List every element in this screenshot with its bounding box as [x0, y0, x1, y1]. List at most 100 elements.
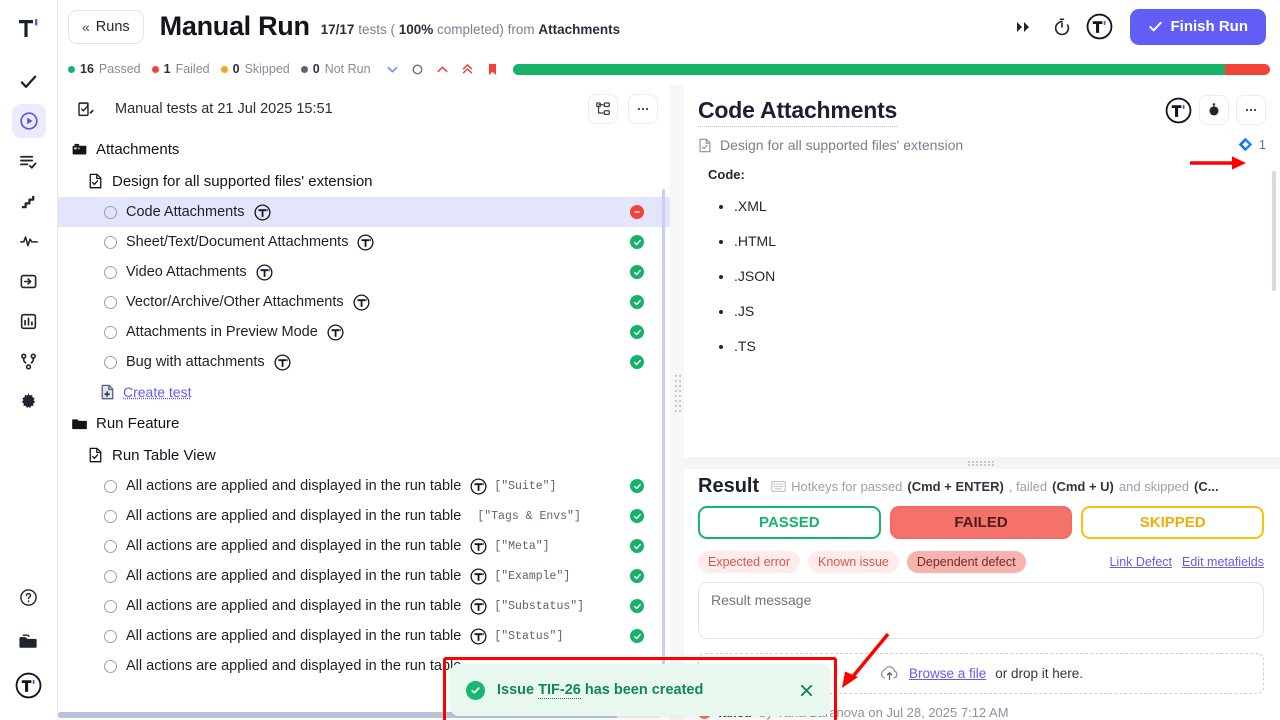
tree-test-row[interactable]: Vector/Archive/Other Attachments: [58, 287, 670, 317]
run-header: « Runs Manual Run 17/17 tests ( 100% com…: [58, 0, 1280, 53]
radio-circle-icon[interactable]: [104, 540, 117, 553]
set-skipped-button[interactable]: SKIPPED: [1081, 506, 1264, 539]
radio-circle-icon[interactable]: [104, 356, 117, 369]
radio-circle-icon[interactable]: [104, 510, 117, 523]
tree-scroll-area[interactable]: Attachments Design for all supported fil…: [58, 133, 670, 720]
tree-test-row[interactable]: All actions are applied and displayed in…: [58, 591, 670, 621]
link-defect-link[interactable]: Link Defect: [1109, 555, 1172, 569]
finish-run-button[interactable]: Finish Run: [1130, 9, 1267, 45]
toast-issue-key[interactable]: TIF-26: [538, 682, 581, 699]
content-body: Manual tests at 21 Jul 2025 15:51 Attach…: [58, 85, 1280, 720]
tree-more-icon[interactable]: [628, 94, 658, 124]
tree-structure-icon[interactable]: [588, 94, 618, 124]
autotest-badge-icon: [470, 478, 487, 495]
tree-testcase-row[interactable]: Run Table View: [58, 439, 670, 471]
sidebar-item-branches[interactable]: [12, 344, 46, 378]
set-passed-button[interactable]: PASSED: [698, 506, 881, 539]
radio-circle-icon[interactable]: [104, 660, 117, 673]
stat-not-run: 0 Not Run: [301, 62, 371, 76]
tree-test-row[interactable]: Sheet/Text/Document Attachments: [58, 227, 670, 257]
priority-high-icon[interactable]: [436, 63, 449, 76]
tree-suite-row[interactable]: Run Feature: [58, 407, 670, 439]
radio-circle-icon[interactable]: [104, 266, 117, 279]
priority-low-icon[interactable]: [386, 63, 399, 76]
radio-circle-icon[interactable]: [104, 570, 117, 583]
tree-test-label: All actions are applied and displayed in…: [126, 508, 461, 524]
tree-suite-row[interactable]: Attachments: [58, 133, 670, 165]
checklist-edit-icon[interactable]: [76, 100, 95, 119]
result-resize-handle[interactable]: [684, 457, 1280, 469]
radio-circle-icon[interactable]: [104, 206, 117, 219]
tree-test-row[interactable]: All actions are applied and displayed in…: [58, 471, 670, 501]
radio-circle-icon[interactable]: [104, 296, 117, 309]
panel-splitter[interactable]: [670, 85, 684, 720]
tree-test-row-selected[interactable]: Code Attachments: [58, 197, 670, 227]
status-badge-passed: [630, 265, 644, 279]
help-circle-icon[interactable]: [12, 580, 46, 614]
detail-title[interactable]: Code Attachments: [698, 97, 897, 127]
substatus-chip-dependent-defect[interactable]: Dependent defect: [907, 551, 1026, 573]
suite-icon: [72, 143, 87, 156]
sidebar-item-settings[interactable]: [12, 384, 46, 418]
radio-circle-icon[interactable]: [104, 630, 117, 643]
timer-icon[interactable]: [1046, 11, 1078, 43]
tree-test-row[interactable]: All actions are applied and displayed in…: [58, 621, 670, 651]
tree-test-label: All actions are applied and displayed in…: [126, 568, 461, 584]
radio-circle-icon[interactable]: [104, 480, 117, 493]
sidebar-item-reports[interactable]: [12, 304, 46, 338]
jira-defect-icon[interactable]: [1238, 137, 1253, 152]
stat-failed-count: 1: [164, 62, 171, 76]
folder-icon[interactable]: [12, 624, 46, 658]
tree-test-row[interactable]: All actions are applied and displayed in…: [58, 531, 670, 561]
stat-skipped-label: Skipped: [245, 62, 290, 76]
detail-testcase-ref[interactable]: Design for all supported files' extensio…: [698, 137, 1264, 153]
status-badge-passed: [630, 599, 644, 613]
description-scrollbar[interactable]: [1272, 171, 1276, 291]
substatus-chip-known-issue[interactable]: Known issue: [808, 551, 899, 573]
tree-test-row[interactable]: Video Attachments: [58, 257, 670, 287]
tree-testcase-row[interactable]: Design for all supported files' extensio…: [58, 165, 670, 197]
tree-test-row[interactable]: All actions are applied and displayed in…: [58, 561, 670, 591]
more-horizontal-icon[interactable]: [1236, 95, 1266, 125]
timer-icon[interactable]: [1199, 95, 1229, 125]
tree-test-row[interactable]: Attachments in Preview Mode: [58, 317, 670, 347]
stat-failed: 1 Failed: [152, 62, 210, 76]
set-failed-button[interactable]: FAILED: [890, 506, 1073, 539]
priority-higher-icon[interactable]: [461, 62, 474, 76]
account-avatar-icon[interactable]: [12, 668, 46, 702]
linked-defect-group[interactable]: 1: [1238, 137, 1266, 152]
testit-badge-icon[interactable]: [1165, 97, 1192, 124]
testit-badge-icon[interactable]: [1084, 11, 1116, 43]
edit-metafields-link[interactable]: Edit metafields: [1182, 555, 1264, 569]
status-badge-failed: [630, 205, 644, 219]
tree-node-label: Run Feature: [96, 415, 179, 432]
create-test-button[interactable]: Create test: [58, 377, 670, 407]
tree-test-row[interactable]: All actions are applied and displayed in…: [58, 501, 670, 531]
priority-critical-icon[interactable]: [486, 62, 499, 77]
toast-notification[interactable]: Issue TIF-26 has been created: [450, 664, 830, 716]
close-icon[interactable]: [799, 683, 814, 698]
radio-circle-icon[interactable]: [104, 600, 117, 613]
create-test-link[interactable]: Create test: [123, 384, 191, 400]
tree-test-row[interactable]: Bug with attachments: [58, 347, 670, 377]
fast-forward-icon[interactable]: [1008, 11, 1040, 43]
tree-test-label: Bug with attachments: [126, 354, 265, 370]
tree-vertical-scrollbar[interactable]: [662, 189, 665, 709]
sidebar-item-tests[interactable]: [12, 64, 46, 98]
browse-file-link[interactable]: Browse a file: [909, 666, 986, 681]
sidebar-item-import[interactable]: [12, 264, 46, 298]
stat-not-run-count: 0: [313, 62, 320, 76]
back-to-runs-button[interactable]: « Runs: [68, 10, 144, 44]
sidebar-item-stairs[interactable]: [12, 184, 46, 218]
result-message-input[interactable]: [698, 582, 1264, 639]
substatus-chip-expected-error[interactable]: Expected error: [698, 551, 800, 573]
sidebar-item-plans[interactable]: [12, 144, 46, 178]
priority-medium-icon[interactable]: [411, 63, 424, 76]
tree-node-label: Run Table View: [112, 447, 216, 464]
sidebar-item-runs[interactable]: [12, 104, 46, 138]
testit-logo-icon[interactable]: [12, 12, 46, 46]
radio-circle-icon[interactable]: [104, 326, 117, 339]
hotkeys-passed-combo: (Cmd + ENTER): [907, 479, 1003, 494]
sidebar-item-analytics-pulse[interactable]: [12, 224, 46, 258]
radio-circle-icon[interactable]: [104, 236, 117, 249]
